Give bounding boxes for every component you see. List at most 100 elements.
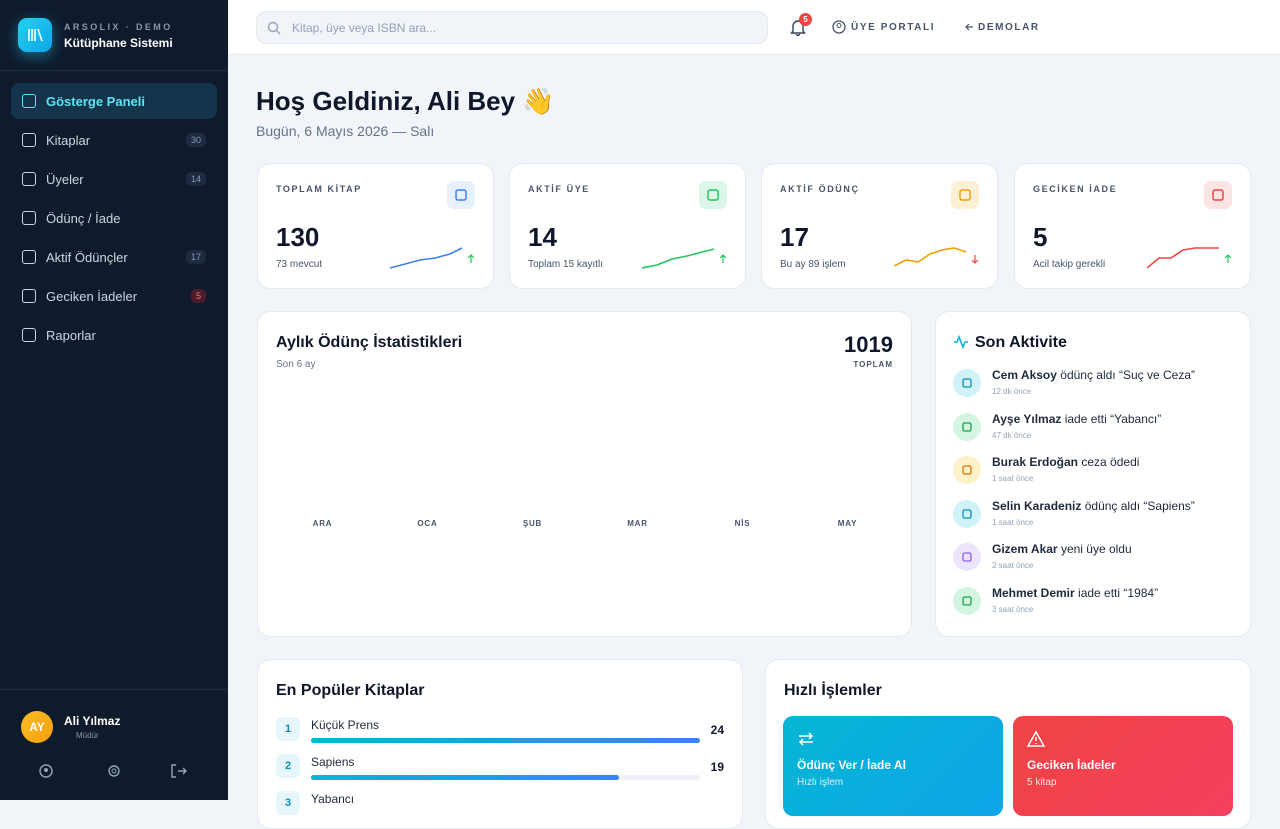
monthly-subtitle: Son 6 ay <box>276 359 316 370</box>
nav-item[interactable]: Raporlar <box>11 317 217 353</box>
quick-icon <box>798 732 814 746</box>
trend-arrow <box>719 254 727 263</box>
activity-icon-glyph <box>962 378 972 388</box>
stat-card: AKTİF ÖDÜNÇ 17 Bu ay 89 işlem <box>761 163 998 289</box>
stat-label: AKTİF ÖDÜNÇ <box>780 184 860 194</box>
nav-badge: 30 <box>185 133 206 147</box>
quick-label: Geciken İadeler <box>1027 758 1116 772</box>
activity-name: Gizem Akar <box>992 542 1058 557</box>
month-label: ŞUB <box>522 519 543 528</box>
nav-item[interactable]: Kitaplar 30 <box>11 122 217 158</box>
nav-item[interactable]: Ödünç / İade <box>11 200 217 236</box>
book-bar <box>311 775 619 780</box>
nav-icon <box>22 172 36 186</box>
notification-badge: 5 <box>799 13 812 26</box>
monthly-total-label: TOPLAM <box>853 360 893 369</box>
user-role: Müdür <box>76 731 99 740</box>
nav-label: Gösterge Paneli <box>46 93 145 109</box>
stat-value: 17 <box>780 222 809 252</box>
nav-icon <box>22 250 36 264</box>
nav-badge: 14 <box>185 172 206 186</box>
activity-card: Son Aktivite Cem Aksoy ödünç aldı “Suç v… <box>935 311 1251 637</box>
nav-item[interactable]: Aktif Ödünçler 17 <box>11 239 217 275</box>
activity-time: 3 saat önce <box>992 605 1034 614</box>
book-title: Sapiens <box>311 755 355 769</box>
quick-title: Hızlı İşlemler <box>784 682 882 699</box>
activity-text: Gizem Akar yeni üye oldu <box>992 542 1132 556</box>
activity-icon <box>953 456 981 485</box>
activity-name: Ayşe Yılmaz <box>992 411 1062 426</box>
activity-name: Selin Karadeniz <box>992 498 1082 513</box>
divider <box>0 70 228 71</box>
activity-action: iade etti “1984” <box>1078 586 1159 600</box>
activity-name: Cem Aksoy <box>992 368 1057 382</box>
monthly-title: Aylık Ödünç İstatistikleri <box>276 334 463 351</box>
activity-time: 2 saat önce <box>992 561 1034 571</box>
nav-label: Kitaplar <box>46 132 91 148</box>
nav-item[interactable]: Gösterge Paneli <box>11 83 217 119</box>
stat-note: Acil takip gerekli <box>1033 259 1106 270</box>
activity-time: 1 saat önce <box>992 517 1034 527</box>
monthly-total: 1019 <box>844 332 893 357</box>
quick-action[interactable]: Geciken İadeler 5 kitap <box>1013 716 1233 816</box>
search-box[interactable]: Kitap, üye veya ISBN ara... <box>256 11 768 44</box>
nav-item[interactable]: Geciken İadeler 5 <box>11 278 217 314</box>
popular-card: En Popüler Kitaplar 1 Küçük Prens 24 2 Sapie… <box>257 659 743 829</box>
quick-icon <box>1027 730 1045 747</box>
activity-text: Burak Erdoğan ceza ödedi <box>992 455 1139 469</box>
activity-time: 12 dk önce <box>992 387 1032 396</box>
nav-label: Raporlar <box>46 327 96 343</box>
stat-note: Bu ay 89 işlem <box>780 259 846 270</box>
activity-icon-glyph <box>962 421 972 432</box>
month-label: MAY <box>837 519 858 528</box>
activity-text: Cem Aksoy ödünç aldı “Suç ve Ceza” <box>992 368 1195 382</box>
stat-label: GECİKEN İADE <box>1033 184 1118 194</box>
demos-link[interactable]: DEMOLAR <box>978 22 1040 33</box>
logo-icon <box>28 28 43 42</box>
user-name: Ali Yılmaz <box>64 714 121 728</box>
activity-action: yeni üye oldu <box>1060 542 1132 557</box>
search-icon <box>267 21 281 35</box>
activity-action: ödünç aldı “Sapiens” <box>1084 498 1195 513</box>
quick-action[interactable]: Ödünç Ver / İade Al Hızlı işlem <box>783 716 1003 816</box>
stat-label: AKTİF ÜYE <box>528 184 590 194</box>
quick-label: Ödünç Ver / İade Al <box>797 758 906 772</box>
activity-name: Mehmet Demir <box>992 586 1075 600</box>
trend-arrow <box>467 254 475 263</box>
activity-icon-glyph <box>962 596 972 606</box>
stat-value: 5 <box>1033 222 1048 252</box>
nav-icon <box>22 94 36 108</box>
month-label: NİS <box>734 519 751 528</box>
sparkline <box>642 248 715 269</box>
activity-icon-glyph <box>962 552 972 563</box>
activity-text: Ayşe Yılmaz iade etti “Yabancı” <box>992 412 1161 426</box>
topbar: Kitap, üye veya ISBN ara... 5 ÜYE PORTAL… <box>228 0 1280 55</box>
stat-icon-glyph <box>959 189 971 201</box>
avatar: AY <box>21 711 53 743</box>
activity-text: Mehmet Demir iade etti “1984” <box>992 586 1158 600</box>
activity-icon-glyph <box>962 509 972 519</box>
sparkline <box>894 247 967 267</box>
nav-icon <box>22 211 36 225</box>
nav-label: Ödünç / İade <box>46 210 121 226</box>
date: Bugün, 6 Mayıs 2026 — Salı <box>256 123 435 139</box>
nav-badge: 17 <box>185 250 206 264</box>
quick-sub: 5 kitap <box>1027 777 1057 788</box>
month-label: OCA <box>417 519 438 528</box>
book-count: 19 <box>710 760 724 774</box>
trend-arrow <box>1224 254 1232 263</box>
nav-item[interactable]: Üyeler 14 <box>11 161 217 197</box>
divider <box>0 689 228 690</box>
portal-link[interactable]: ÜYE PORTALI <box>851 22 936 33</box>
book-bar-track <box>311 775 700 780</box>
back-icon <box>965 23 973 31</box>
logo[interactable] <box>18 18 52 52</box>
stat-value: 14 <box>528 222 557 252</box>
month-label: ARA <box>312 519 333 528</box>
activity-action: ödünç aldı “Suç ve Ceza” <box>1060 368 1196 382</box>
activity-name: Burak Erdoğan <box>992 455 1079 470</box>
stat-icon-glyph <box>455 189 467 201</box>
nav-label: Geciken İadeler <box>46 288 138 304</box>
footer-icons[interactable] <box>38 763 198 779</box>
activity-icon <box>953 412 981 441</box>
